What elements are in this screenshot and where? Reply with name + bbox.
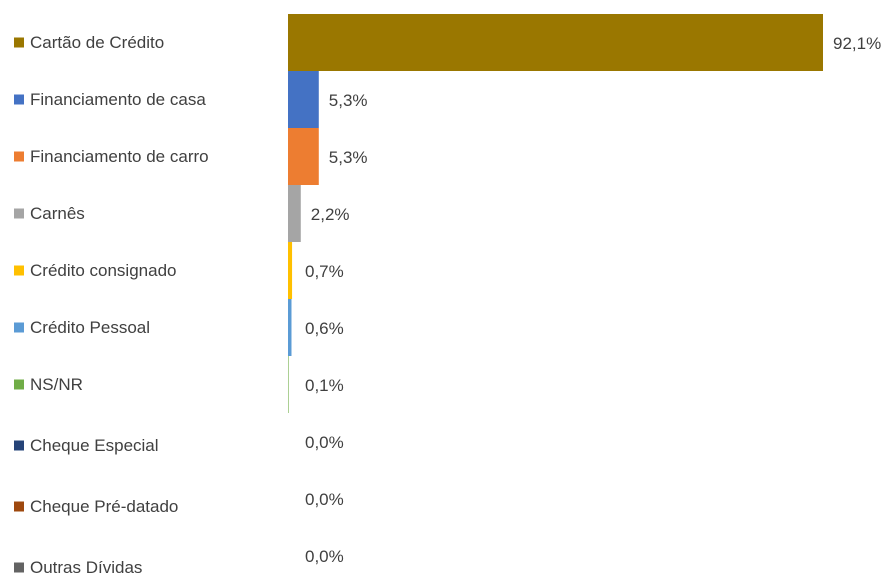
legend-swatch — [14, 440, 24, 451]
legend-swatch — [14, 265, 24, 276]
value-label: 0,7% — [305, 262, 344, 281]
value-label: 5,3% — [329, 148, 368, 167]
legend-swatch — [14, 94, 24, 105]
legend-swatch — [14, 151, 24, 162]
bar — [288, 71, 319, 128]
value-label: 2,2% — [311, 205, 350, 224]
bar — [288, 299, 292, 356]
legend-swatch — [14, 562, 24, 573]
bar — [288, 14, 823, 71]
legend-label: NS/NR — [30, 375, 83, 394]
legend-swatch — [14, 501, 24, 512]
legend-label: Cartão de Crédito — [30, 33, 164, 52]
legend-label: Cheque Especial — [30, 436, 159, 455]
legend-label: Cheque Pré-datado — [30, 497, 178, 516]
legend-label: Crédito Pessoal — [30, 318, 150, 337]
bar — [288, 185, 301, 242]
value-label: 0,0% — [305, 547, 344, 566]
value-label: 5,3% — [329, 91, 368, 110]
legend-swatch — [14, 37, 24, 48]
value-label: 0,0% — [305, 433, 344, 452]
value-label: 0,0% — [305, 490, 344, 509]
bar — [288, 128, 319, 185]
legend-swatch — [14, 322, 24, 333]
legend-label: Carnês — [30, 204, 85, 223]
legend-swatch — [14, 379, 24, 390]
bar — [288, 242, 293, 299]
legend-swatch — [14, 208, 24, 219]
bar — [288, 356, 289, 413]
value-label: 92,1% — [833, 34, 881, 53]
legend-label: Crédito consignado — [30, 261, 176, 280]
legend-label: Financiamento de casa — [30, 90, 206, 109]
value-label: 0,1% — [305, 376, 344, 395]
value-label: 0,6% — [305, 319, 344, 338]
legend-label: Financiamento de carro — [30, 147, 209, 166]
legend-label: Outras Dívidas — [30, 558, 142, 575]
